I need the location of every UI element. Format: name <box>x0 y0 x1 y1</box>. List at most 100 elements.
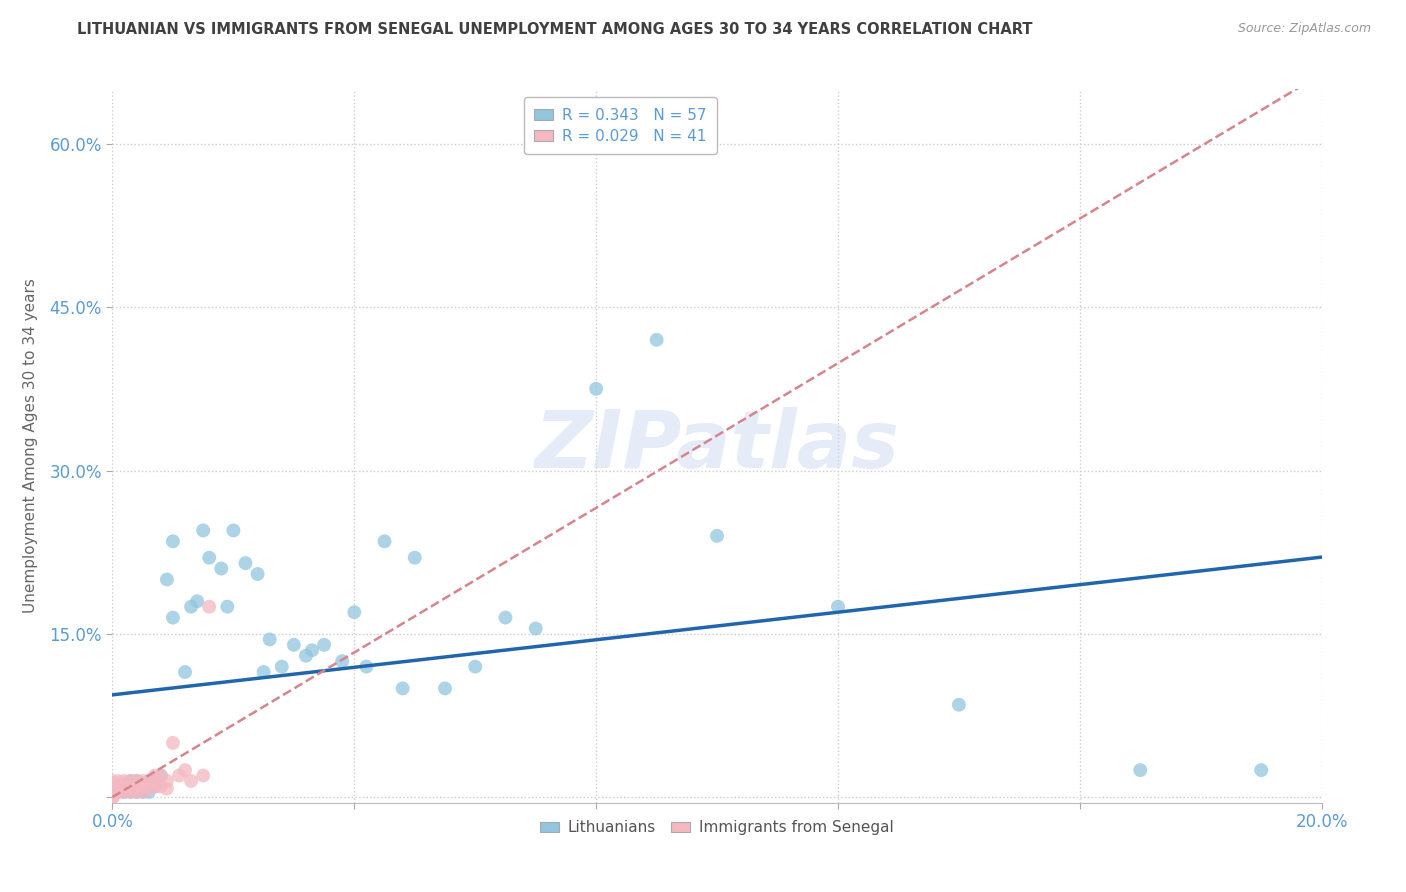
Point <box>107 785 129 799</box>
Point <box>270 659 292 673</box>
Point <box>391 681 413 696</box>
Point <box>191 524 214 538</box>
Point <box>138 774 160 789</box>
Point <box>191 768 214 782</box>
Point <box>138 785 160 799</box>
Point <box>149 780 172 794</box>
Point <box>246 567 269 582</box>
Point <box>162 610 184 624</box>
Point <box>125 780 148 794</box>
Point <box>180 599 202 614</box>
Point <box>330 654 353 668</box>
Legend: Lithuanians, Immigrants from Senegal: Lithuanians, Immigrants from Senegal <box>534 814 900 841</box>
Point <box>101 781 124 796</box>
Point <box>253 665 276 679</box>
Point <box>301 643 323 657</box>
Point <box>138 780 160 794</box>
Point <box>125 780 148 794</box>
Point <box>125 785 148 799</box>
Point <box>585 382 607 396</box>
Point <box>107 780 129 794</box>
Point <box>132 785 155 799</box>
Point <box>107 780 129 794</box>
Point <box>162 736 184 750</box>
Point <box>198 550 221 565</box>
Point <box>343 605 366 619</box>
Point <box>101 774 124 789</box>
Point <box>156 774 179 789</box>
Point <box>645 333 668 347</box>
Point <box>107 774 129 789</box>
Text: Source: ZipAtlas.com: Source: ZipAtlas.com <box>1237 22 1371 36</box>
Point <box>162 534 184 549</box>
Point <box>180 774 202 789</box>
Point <box>120 785 142 799</box>
Point <box>120 774 142 789</box>
Point <box>948 698 970 712</box>
Point <box>295 648 318 663</box>
Point <box>101 790 124 805</box>
Point <box>120 781 142 796</box>
Point <box>235 556 257 570</box>
Point <box>138 774 160 789</box>
Point <box>706 529 728 543</box>
Point <box>132 774 155 789</box>
Point <box>222 524 245 538</box>
Point <box>217 599 239 614</box>
Point <box>374 534 396 549</box>
Point <box>156 781 179 796</box>
Y-axis label: Unemployment Among Ages 30 to 34 years: Unemployment Among Ages 30 to 34 years <box>24 278 38 614</box>
Point <box>198 599 221 614</box>
Point <box>101 785 124 799</box>
Point <box>132 780 155 794</box>
Point <box>143 780 166 794</box>
Point <box>120 780 142 794</box>
Point <box>1129 763 1152 777</box>
Point <box>125 774 148 789</box>
Point <box>174 763 197 777</box>
Point <box>143 774 166 789</box>
Point <box>114 785 136 799</box>
Point <box>114 780 136 794</box>
Point <box>101 780 124 794</box>
Point <box>114 781 136 796</box>
Point <box>114 785 136 799</box>
Point <box>101 790 124 805</box>
Point <box>314 638 336 652</box>
Point <box>114 774 136 789</box>
Point <box>132 780 155 794</box>
Point <box>167 768 190 782</box>
Point <box>827 599 849 614</box>
Point <box>114 777 136 791</box>
Point <box>107 785 129 799</box>
Point <box>495 610 517 624</box>
Point <box>356 659 378 673</box>
Point <box>209 561 232 575</box>
Point <box>125 785 148 799</box>
Point <box>120 785 142 799</box>
Point <box>120 780 142 794</box>
Point <box>132 785 155 799</box>
Point <box>143 780 166 794</box>
Point <box>283 638 305 652</box>
Point <box>107 781 129 796</box>
Point <box>156 573 179 587</box>
Text: ZIPatlas: ZIPatlas <box>534 407 900 485</box>
Point <box>125 774 148 789</box>
Point <box>101 780 124 794</box>
Point <box>143 768 166 782</box>
Point <box>433 681 456 696</box>
Point <box>120 774 142 789</box>
Text: LITHUANIAN VS IMMIGRANTS FROM SENEGAL UNEMPLOYMENT AMONG AGES 30 TO 34 YEARS COR: LITHUANIAN VS IMMIGRANTS FROM SENEGAL UN… <box>77 22 1033 37</box>
Point <box>101 785 124 799</box>
Point <box>186 594 208 608</box>
Point <box>101 781 124 796</box>
Point <box>174 665 197 679</box>
Point <box>404 550 426 565</box>
Point <box>149 768 172 782</box>
Point <box>1250 763 1272 777</box>
Point <box>132 781 155 796</box>
Point <box>149 768 172 782</box>
Point <box>138 781 160 796</box>
Point <box>259 632 281 647</box>
